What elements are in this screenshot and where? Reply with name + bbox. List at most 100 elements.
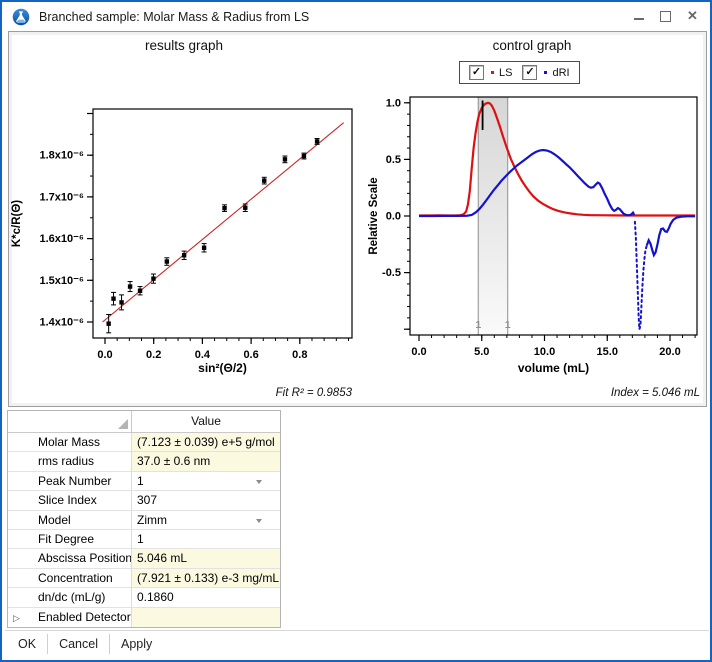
ok-button[interactable]: OK — [7, 637, 47, 651]
row-value: 5.046 mL — [132, 549, 280, 567]
row-label: Abscissa Position — [8, 549, 132, 567]
y-axis-title: K*c/R(Θ) — [11, 200, 23, 247]
minimize-icon — [634, 18, 644, 20]
dri-checkbox[interactable]: ✓ — [522, 65, 537, 80]
row-label: Slice Index — [8, 491, 132, 509]
ls-curve — [419, 103, 695, 216]
control-graph[interactable]: 110.05.010.015.020.01.00.50.0-0.5volume … — [360, 95, 712, 405]
x-axis-title: sin²(Θ/2) — [198, 361, 247, 375]
ls-marker-icon — [491, 71, 494, 74]
control-graph-title: control graph — [360, 38, 704, 53]
dri-marker-icon — [544, 71, 547, 74]
x-tick-label: 0.8 — [292, 349, 307, 361]
x-tick-label: 0.0 — [97, 349, 112, 361]
apply-button[interactable]: Apply — [110, 637, 163, 651]
expand-icon[interactable]: ▷ — [13, 609, 20, 627]
data-point — [128, 284, 132, 288]
results-table-body: Molar Mass(7.123 ± 0.039) e+5 g/molrms r… — [8, 433, 280, 627]
dri-negative-spike-curve — [635, 222, 647, 330]
table-corner-header[interactable] — [8, 411, 132, 432]
table-row-slice-index: Slice Index307 — [8, 491, 280, 510]
action-bar: OK Cancel Apply — [7, 632, 163, 656]
window-controls: ✕ — [625, 5, 706, 27]
row-label: rms radius — [8, 452, 132, 470]
dri-legend-label: dRI — [552, 67, 569, 79]
fit-r2-label: Fit R² = 0.9853 — [8, 387, 352, 399]
y-tick-label: 0.5 — [386, 154, 401, 166]
results-graph[interactable]: 0.00.20.40.60.81.4x10⁻⁶1.5x10⁻⁶1.6x10⁻⁶1… — [8, 95, 360, 405]
table-row-peak-number: Peak Number1 — [8, 472, 280, 491]
row-label: Fit Degree — [8, 530, 132, 548]
row-label: Concentration — [8, 569, 132, 587]
data-point — [222, 206, 226, 210]
dri-curve — [419, 150, 634, 216]
row-value[interactable]: 1 — [132, 530, 280, 548]
data-point — [138, 289, 142, 293]
row-label: dn/dc (mL/g) — [8, 588, 132, 606]
title-bar: Branched sample: Molar Mass & Radius fro… — [2, 2, 710, 31]
x-tick-label: 0.0 — [411, 346, 426, 358]
close-button[interactable]: ✕ — [679, 5, 706, 27]
table-row-rms-radius: rms radius37.0 ± 0.6 nm — [8, 452, 280, 471]
y-tick-label: 1.0 — [386, 97, 401, 109]
close-icon: ✕ — [687, 8, 698, 24]
peak-region[interactable] — [478, 97, 507, 335]
data-point — [243, 206, 247, 210]
app-icon — [12, 8, 30, 26]
dri-tail-curve — [647, 216, 695, 255]
y-tick-label: 1.6x10⁻⁶ — [39, 233, 84, 245]
row-value[interactable]: 0.1860 — [132, 588, 280, 606]
table-row-dn-dc-ml-g: dn/dc (mL/g)0.1860 — [8, 588, 280, 607]
y-tick-label: -0.5 — [382, 267, 401, 279]
maximize-icon — [660, 11, 671, 22]
app-window: Branched sample: Molar Mass & Radius fro… — [0, 0, 712, 662]
dropdown-arrow-icon[interactable] — [256, 480, 262, 484]
index-label: Index = 5.046 mL — [360, 387, 700, 399]
corner-triangle-icon — [118, 419, 128, 429]
data-point — [262, 178, 266, 182]
row-value: (7.123 ± 0.039) e+5 g/mol — [132, 433, 280, 451]
x-tick-label: 0.6 — [243, 349, 258, 361]
row-label: Model — [8, 511, 132, 529]
row-label: Peak Number — [8, 472, 132, 490]
row-value[interactable]: 307 — [132, 491, 280, 509]
y-axis-title: Relative Scale — [368, 177, 380, 254]
x-tick-label: 0.4 — [195, 349, 211, 361]
cancel-button[interactable]: Cancel — [48, 637, 109, 651]
x-tick-label: 20.0 — [659, 346, 680, 358]
dropdown-arrow-icon[interactable] — [256, 519, 262, 523]
peak-number-label: 1 — [505, 319, 511, 331]
row-value[interactable]: Zimm — [132, 511, 280, 529]
table-row-enabled-detectors: ▷Enabled Detectors — [8, 608, 280, 627]
data-point — [119, 300, 123, 304]
value-column-header: Value — [132, 411, 280, 432]
results-table: Value Molar Mass(7.123 ± 0.039) e+5 g/mo… — [7, 410, 281, 628]
table-row-fit-degree: Fit Degree1 — [8, 530, 280, 549]
row-value — [132, 608, 280, 627]
y-tick-label: 1.8x10⁻⁶ — [39, 150, 84, 162]
data-point — [302, 154, 306, 158]
table-header: Value — [8, 411, 280, 433]
table-row-concentration: Concentration(7.921 ± 0.133) e-3 mg/mL — [8, 569, 280, 588]
minimize-button[interactable] — [625, 5, 652, 27]
data-point — [111, 296, 115, 300]
table-row-model: ModelZimm — [8, 511, 280, 530]
x-tick-label: 15.0 — [597, 346, 618, 358]
y-tick-label: 1.5x10⁻⁶ — [39, 275, 84, 287]
x-tick-label: 10.0 — [534, 346, 555, 358]
ls-checkbox[interactable]: ✓ — [469, 65, 484, 80]
peak-number-label: 1 — [475, 319, 481, 331]
data-point — [202, 246, 206, 250]
data-point — [182, 253, 186, 257]
row-value[interactable]: 1 — [132, 472, 280, 490]
row-label: ▷Enabled Detectors — [8, 608, 132, 627]
window-title: Branched sample: Molar Mass & Radius fro… — [39, 10, 309, 24]
row-value: (7.921 ± 0.133) e-3 mg/mL — [132, 569, 280, 587]
data-point — [165, 259, 169, 263]
y-tick-label: 0.0 — [386, 211, 401, 223]
data-point — [106, 321, 110, 325]
maximize-button[interactable] — [652, 5, 679, 27]
x-tick-label: 0.2 — [146, 349, 161, 361]
data-point — [315, 139, 319, 143]
data-point — [151, 276, 155, 280]
